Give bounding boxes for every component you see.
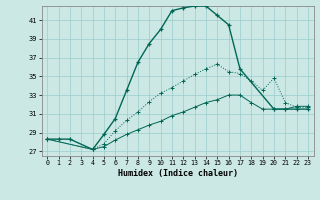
X-axis label: Humidex (Indice chaleur): Humidex (Indice chaleur) xyxy=(118,169,237,178)
